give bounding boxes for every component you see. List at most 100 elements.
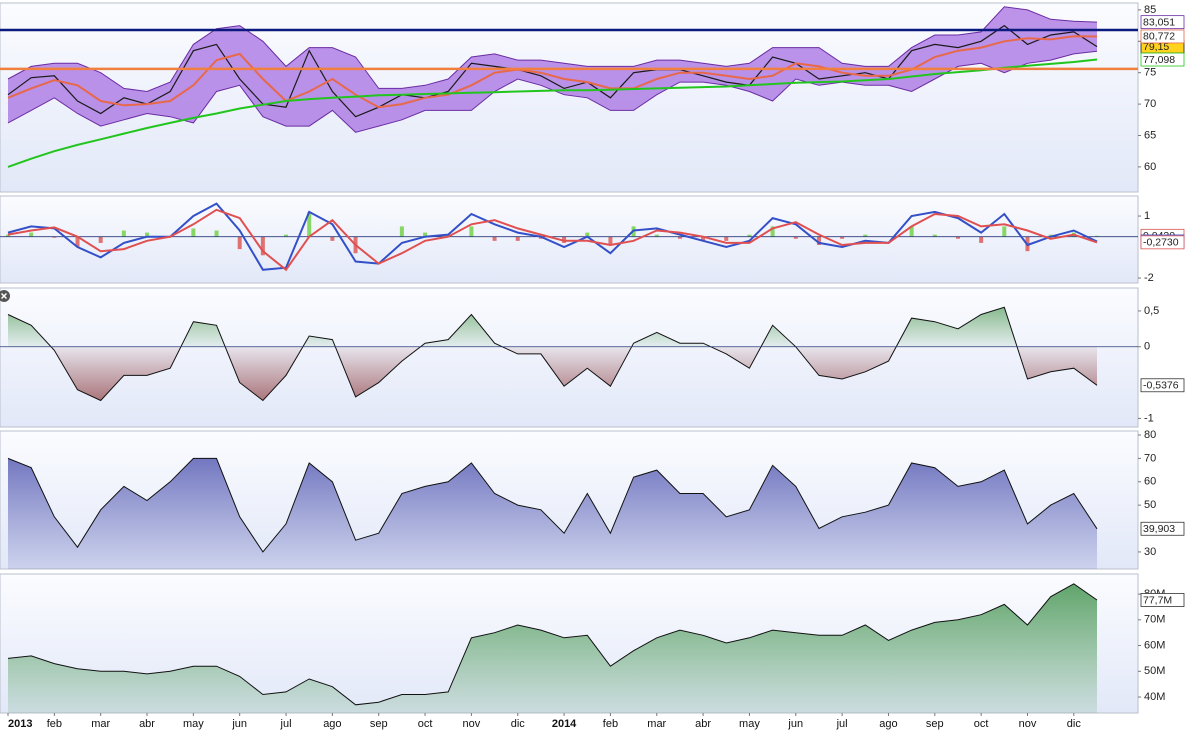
y-tick-label: 50M xyxy=(1144,665,1165,677)
histogram-bar xyxy=(492,236,497,241)
y-tick-label: 40M xyxy=(1144,691,1165,703)
close-icon[interactable] xyxy=(0,290,10,302)
value-label: -0,2730 xyxy=(1143,237,1179,249)
series-line xyxy=(7,208,1098,272)
series-line xyxy=(7,35,1098,109)
x-tick-label: may xyxy=(183,718,204,730)
histogram-bar xyxy=(1048,234,1053,237)
histogram-bar xyxy=(469,226,474,237)
area-fill xyxy=(8,583,1097,713)
histogram-bar xyxy=(98,236,103,243)
value-label-box xyxy=(1140,235,1185,250)
histogram-bar xyxy=(307,211,312,237)
x-tick-label: 2014 xyxy=(552,718,577,730)
y-tick-label: 70M xyxy=(1144,614,1165,626)
histogram-bar xyxy=(724,236,729,241)
histogram-bar xyxy=(816,236,821,245)
x-tick-label: feb xyxy=(47,718,62,730)
histogram-bar xyxy=(399,226,404,237)
panel-background xyxy=(0,195,1139,284)
x-tick-label: oct xyxy=(974,718,989,730)
x-tick-label: feb xyxy=(603,718,618,730)
band-upper xyxy=(7,6,1098,93)
histogram-bar xyxy=(793,236,798,239)
histogram-bar xyxy=(909,226,914,237)
series-line xyxy=(7,24,1098,118)
histogram-bar xyxy=(608,236,613,245)
histogram-bar xyxy=(955,236,960,239)
histogram-bar xyxy=(423,232,428,237)
x-tick-label: mar xyxy=(647,718,666,730)
histogram-bar xyxy=(29,232,34,237)
histogram-bar xyxy=(237,236,242,250)
x-tick-label: dic xyxy=(511,718,526,730)
value-label: 77,098 xyxy=(1143,54,1175,66)
y-tick-label: 85 xyxy=(1144,4,1156,16)
x-tick-label: jul xyxy=(836,718,848,730)
y-tick-label: 50 xyxy=(1144,499,1156,511)
y-tick-label: 0 xyxy=(1144,341,1150,353)
x-tick-label: ago xyxy=(323,718,341,730)
histogram-bar xyxy=(260,236,265,256)
y-tick-label: 75 xyxy=(1144,67,1156,79)
x-tick-label: dic xyxy=(1067,718,1082,730)
y-tick-label: 0,5 xyxy=(1144,305,1159,317)
histogram-bar xyxy=(701,236,706,241)
x-tick-label: nov xyxy=(1019,718,1037,730)
y-tick-label: 60 xyxy=(1144,476,1156,488)
value-label-box xyxy=(1140,29,1185,44)
histogram-bar xyxy=(1002,226,1007,237)
value-label-box xyxy=(1140,15,1185,30)
x-tick-label: abr xyxy=(695,718,711,730)
histogram-bar xyxy=(840,236,845,239)
y-tick-label: 70 xyxy=(1144,98,1156,110)
y-tick-label: 1 xyxy=(1144,210,1150,222)
histogram-bar xyxy=(863,234,868,237)
x-tick-label: 2013 xyxy=(8,718,32,730)
x-tick-label: jul xyxy=(280,718,292,730)
histogram-bar xyxy=(585,232,590,237)
x-tick-label: may xyxy=(739,718,760,730)
histogram-bar xyxy=(770,226,775,237)
histogram-bar xyxy=(747,234,752,237)
histogram-bar xyxy=(932,234,937,237)
histogram-bar xyxy=(515,236,520,241)
histogram-bar xyxy=(214,230,219,237)
value-label-box xyxy=(1140,52,1185,67)
y-tick-label: 60M xyxy=(1144,639,1165,651)
x-tick-label: sep xyxy=(370,718,388,730)
x-tick-label: nov xyxy=(463,718,481,730)
y-tick-label: 70 xyxy=(1144,452,1156,464)
y-tick-label: 30 xyxy=(1144,546,1156,558)
area-line xyxy=(7,306,1098,402)
x-tick-label: mar xyxy=(91,718,110,730)
value-label-box xyxy=(1140,521,1185,536)
series-line xyxy=(7,58,1098,168)
value-label: 83,051 xyxy=(1143,16,1175,28)
value-label-box xyxy=(1140,378,1185,393)
histogram-bar xyxy=(145,232,150,237)
histogram-bar xyxy=(121,230,126,237)
histogram-bar xyxy=(979,236,984,243)
x-tick-label: oct xyxy=(418,718,433,730)
value-label: -0,5376 xyxy=(1143,380,1179,392)
histogram-bar xyxy=(677,236,682,239)
histogram-bar xyxy=(191,228,196,237)
histogram-bar xyxy=(52,236,57,238)
series-line xyxy=(7,202,1098,271)
value-label: 79,15 xyxy=(1143,41,1169,53)
histogram-bar xyxy=(6,234,10,237)
y-tick-label: -2 xyxy=(1144,272,1154,284)
histogram-bar xyxy=(1094,235,1099,237)
y-tick-label: -1 xyxy=(1144,412,1154,424)
close-cross[interactable] xyxy=(0,292,8,300)
y-tick-label: 60 xyxy=(1144,161,1156,173)
x-tick-label: jun xyxy=(231,718,247,730)
area-line xyxy=(7,583,1098,706)
x-tick-label: jun xyxy=(787,718,803,730)
value-label: 77,7M xyxy=(1143,594,1172,606)
value-label-box xyxy=(1140,593,1185,607)
x-tick-label: sep xyxy=(926,718,944,730)
